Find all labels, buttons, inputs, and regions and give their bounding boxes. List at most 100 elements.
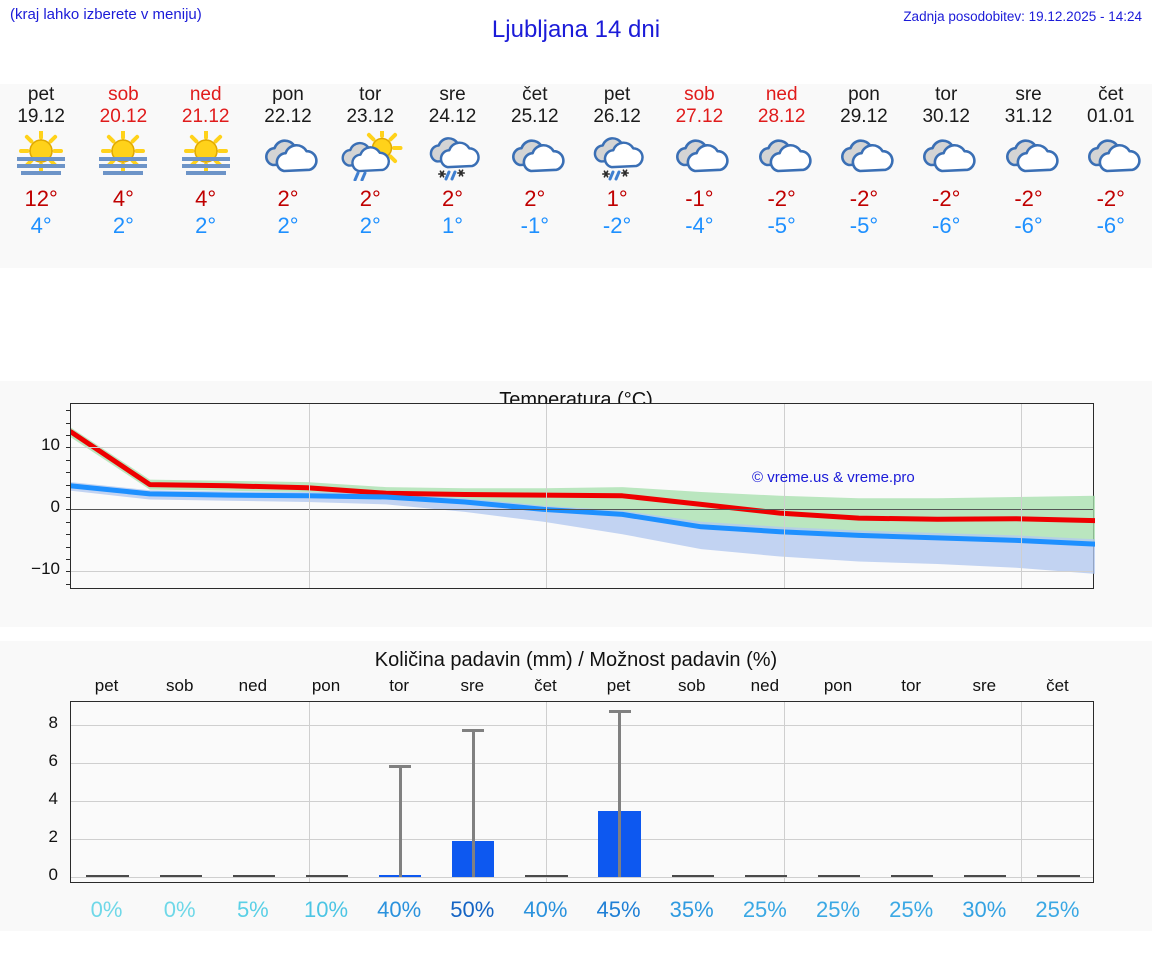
- precipitation-y-axis-label: 6: [48, 750, 58, 770]
- forecast-day-column[interactable]: tor 30.12 -2° -6°: [905, 84, 987, 268]
- forecast-min-temp: 2°: [195, 213, 217, 238]
- precipitation-probability: 35%: [669, 897, 714, 922]
- temperature-axis-tick: [66, 546, 71, 548]
- forecast-day-name: sre: [439, 84, 466, 105]
- cloudy-icon: [663, 131, 735, 181]
- forecast-day-name: pet: [27, 84, 55, 105]
- forecast-day-column[interactable]: čet 01.01 -2° -6°: [1070, 84, 1152, 268]
- forecast-max-temp: -2°: [932, 186, 961, 211]
- forecast-min-temp: -5°: [767, 213, 796, 238]
- precipitation-probability: 30%: [962, 897, 1007, 922]
- forecast-day-name: ned: [765, 84, 798, 105]
- forecast-min-temp: -5°: [849, 213, 879, 238]
- precipitation-gridline-vertical: [1021, 702, 1023, 882]
- forecast-day-column[interactable]: ned 21.12 4° 2°: [165, 84, 247, 268]
- temperature-y-axis-label: −10: [31, 559, 60, 579]
- precipitation-bar[interactable]: [671, 874, 714, 878]
- precipitation-bar[interactable]: [86, 874, 129, 878]
- forecast-day-column[interactable]: pon 22.12 2° 2°: [247, 84, 329, 268]
- forecast-min-temp: -4°: [685, 213, 714, 238]
- precipitation-day-label: tor: [389, 676, 410, 695]
- temperature-axis-tick: [66, 410, 71, 412]
- forecast-max-temp: 2°: [359, 186, 381, 211]
- forecast-min-temp: 1°: [442, 213, 464, 238]
- forecast-max-temp: 1°: [606, 186, 628, 211]
- forecast-day-column[interactable]: tor 23.12 2° 2°: [329, 84, 411, 268]
- forecast-min-temp: 2°: [359, 213, 381, 238]
- precipitation-error-cap: [462, 728, 485, 732]
- forecast-day-name: čet: [522, 84, 548, 105]
- forecast-day-name: ned: [189, 84, 222, 105]
- forecast-day-column[interactable]: ned 28.12 -2° -5°: [741, 84, 823, 268]
- forecast-max-temp: -2°: [1014, 186, 1043, 211]
- forecast-day-date: 19.12: [17, 106, 65, 127]
- precipitation-gridline-vertical: [783, 702, 785, 882]
- forecast-day-column[interactable]: sre 24.12 2° 1°: [411, 84, 493, 268]
- forecast-day-name: sob: [108, 84, 139, 105]
- precipitation-probability: 45%: [596, 897, 641, 922]
- page-title: Ljubljana 14 dni: [491, 16, 661, 43]
- location-menu-note: (kraj lahko izberete v meniju): [10, 6, 202, 23]
- forecast-min-temp: 4°: [30, 213, 52, 238]
- precipitation-error-cap: [608, 709, 631, 713]
- precipitation-bar[interactable]: [525, 874, 568, 878]
- temperature-axis-tick: [66, 534, 71, 536]
- sun-fog-icon: [87, 131, 159, 181]
- forecast-strip: pet 19.12 12° 4° sob 20.12 4° 2° ned 21.12: [0, 84, 1152, 268]
- precipitation-probability: 25%: [742, 897, 787, 922]
- precipitation-bar[interactable]: [159, 874, 202, 878]
- precipitation-y-axis-label: 2: [48, 827, 58, 847]
- forecast-day-date: 20.12: [99, 106, 148, 127]
- forecast-max-temp: 12°: [24, 186, 58, 211]
- sun-fog-icon: [170, 131, 242, 181]
- cloudy-icon: [499, 131, 571, 181]
- cloudy-icon: [746, 131, 818, 181]
- temperature-axis-tick: [66, 472, 71, 474]
- forecast-max-temp: 4°: [195, 186, 217, 211]
- forecast-day-date: 01.01: [1087, 106, 1135, 127]
- temperature-chart-band: Temperatura (°C) © vreme.us & vreme.pro …: [0, 381, 1152, 627]
- precipitation-gridline: [71, 762, 1093, 764]
- forecast-max-temp: 2°: [442, 186, 464, 211]
- cloudy-icon: [993, 131, 1065, 181]
- cloudy-icon: [252, 131, 324, 181]
- precipitation-day-label: ned: [750, 676, 780, 695]
- precipitation-y-axis-label: 0: [48, 865, 58, 885]
- precipitation-bar[interactable]: [964, 874, 1007, 878]
- precipitation-bar[interactable]: [744, 874, 788, 878]
- forecast-day-column[interactable]: čet 25.12 2° -1°: [494, 84, 576, 268]
- forecast-day-column[interactable]: pon 29.12 -2° -5°: [823, 84, 905, 268]
- precipitation-day-label: sre: [972, 676, 997, 695]
- temperature-gridline-vertical: [1021, 404, 1023, 588]
- precipitation-gridline-vertical: [546, 702, 548, 882]
- precipitation-probability: 40%: [377, 897, 422, 922]
- forecast-day-column[interactable]: sob 27.12 -1° -4°: [658, 84, 740, 268]
- forecast-day-column[interactable]: pet 19.12 12° 4°: [0, 84, 82, 268]
- precipitation-bar[interactable]: [232, 874, 276, 878]
- precipitation-bar[interactable]: [1037, 874, 1080, 878]
- forecast-max-temp: -1°: [685, 186, 714, 211]
- cloud-rain-snow-icon: [581, 131, 653, 181]
- precipitation-bar[interactable]: [817, 874, 861, 878]
- forecast-max-temp: -2°: [767, 186, 796, 211]
- forecast-day-date: 25.12: [511, 106, 559, 127]
- temperature-axis-tick: [66, 559, 71, 560]
- precipitation-probability: 25%: [815, 897, 861, 922]
- forecast-max-temp: -2°: [1096, 186, 1125, 211]
- forecast-day-column[interactable]: sre 31.12 -2° -6°: [987, 84, 1069, 268]
- precipitation-probability: 50%: [450, 897, 495, 922]
- forecast-day-date: 24.12: [428, 106, 477, 127]
- precipitation-probability: 25%: [889, 897, 934, 922]
- precipitation-bar[interactable]: [890, 874, 934, 878]
- forecast-day-date: 23.12: [346, 106, 395, 127]
- temperature-axis-tick: [66, 447, 71, 449]
- forecast-day-column[interactable]: sob 20.12 4° 2°: [82, 84, 164, 268]
- precipitation-bar[interactable]: [305, 874, 349, 878]
- forecast-day-column[interactable]: pet 26.12 1° -2°: [576, 84, 658, 268]
- forecast-day-date: 31.12: [1004, 106, 1053, 127]
- forecast-max-temp: 2°: [524, 186, 546, 211]
- forecast-day-date: 21.12: [181, 106, 230, 127]
- temperature-series-svg: [68, 427, 1098, 574]
- precipitation-gridline: [71, 839, 1093, 841]
